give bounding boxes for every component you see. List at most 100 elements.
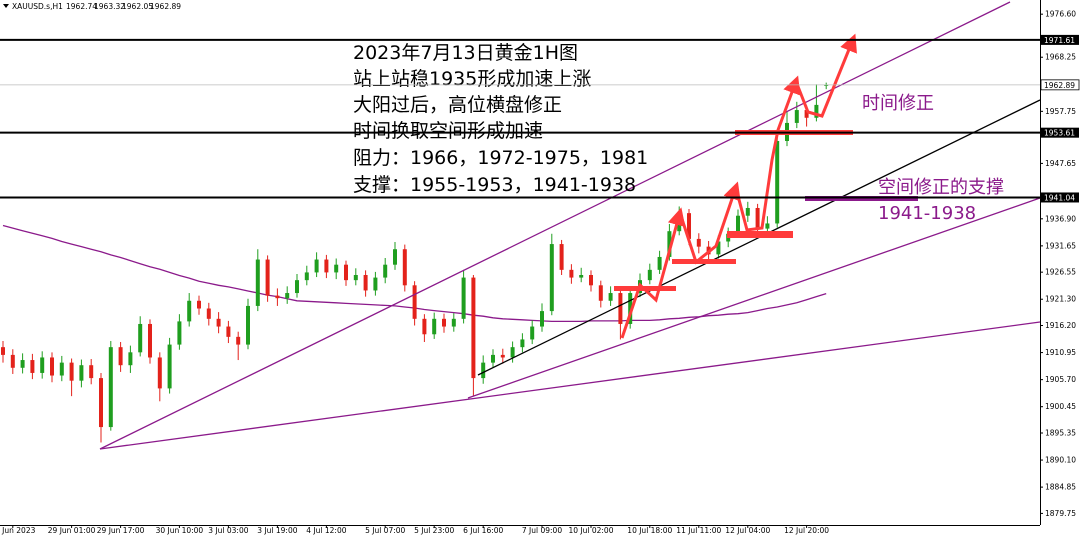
candle-body bbox=[40, 357, 45, 373]
candle-body bbox=[530, 326, 535, 340]
x-tick-label: 3 Jul 19:00 bbox=[257, 526, 297, 535]
y-tick-label: 1879.75 bbox=[1045, 509, 1076, 518]
x-tick-label: 4 Jul 12:00 bbox=[306, 526, 346, 535]
candle-body bbox=[667, 231, 672, 257]
trend-line bbox=[467, 197, 1041, 399]
candle-body bbox=[491, 354, 495, 363]
candle-body bbox=[814, 104, 819, 118]
note-line: 大阳过后，高位横盘修正 bbox=[353, 94, 562, 116]
level-box bbox=[1041, 127, 1079, 138]
candle-body bbox=[598, 285, 603, 301]
candle-body bbox=[275, 295, 280, 299]
candle-body bbox=[765, 223, 770, 229]
candle-body bbox=[216, 318, 221, 327]
trend-line bbox=[99, 1, 1011, 450]
candle-body bbox=[334, 264, 339, 273]
candle-body bbox=[255, 259, 260, 306]
candle-body bbox=[79, 365, 84, 381]
candle-body bbox=[157, 357, 162, 389]
candle-body bbox=[20, 360, 25, 368]
candle-body bbox=[197, 300, 201, 309]
candle-body bbox=[608, 293, 613, 301]
time-note: 时间修正 bbox=[862, 93, 934, 114]
candle-body bbox=[353, 275, 358, 281]
x-tick-label: 29 Jun 17:00 bbox=[97, 526, 145, 535]
candle-body bbox=[187, 300, 192, 322]
price-label: 1962.89 bbox=[1044, 81, 1075, 90]
y-tick-label: 1968.25 bbox=[1045, 53, 1076, 62]
x-tick-label: 30 Jun 10:00 bbox=[156, 526, 204, 535]
level-label: 1941.04 bbox=[1044, 193, 1075, 202]
y-tick-label: 1895.35 bbox=[1045, 428, 1076, 437]
x-tick-label: 11 Jul 11:00 bbox=[676, 526, 721, 535]
arrow bbox=[679, 181, 741, 265]
x-tick-label: 12 Jul 04:00 bbox=[725, 526, 770, 535]
zone-bar bbox=[727, 231, 793, 238]
trend-line bbox=[99, 321, 1041, 450]
candle-body bbox=[148, 323, 152, 358]
price-box bbox=[1040, 79, 1080, 91]
candle-body bbox=[804, 110, 809, 118]
note-line: 阻力：1966，1972-1975，1981 bbox=[353, 147, 648, 169]
support-note: 空间修正的支撑 bbox=[878, 177, 1004, 198]
candle-body bbox=[687, 213, 691, 239]
candle-body bbox=[402, 249, 407, 286]
x-tick-label: 5 Jul 23:00 bbox=[414, 526, 454, 535]
candle-body bbox=[549, 244, 554, 312]
candle-body bbox=[177, 321, 182, 345]
ohlc-high: 1963.32 bbox=[94, 2, 125, 11]
note-line: 时间换取空间形成加速 bbox=[353, 120, 543, 142]
candle-body bbox=[59, 362, 64, 376]
candle-body bbox=[69, 362, 74, 381]
candle-body bbox=[422, 318, 427, 335]
x-tick-label: 7 Jul 09:00 bbox=[522, 526, 562, 535]
candle-body bbox=[559, 244, 564, 270]
note-line: 支撑：1955-1953，1941-1938 bbox=[353, 174, 636, 196]
candle-body bbox=[304, 272, 309, 281]
x-tick-label: 12 Jul 20:00 bbox=[784, 526, 829, 535]
ohlc-low: 1962.05 bbox=[122, 2, 153, 11]
candle-body bbox=[579, 275, 584, 278]
menu-triangle bbox=[3, 4, 9, 8]
candle-body bbox=[393, 249, 397, 265]
candle-body bbox=[236, 336, 241, 345]
candle-body bbox=[246, 305, 250, 345]
candle-body bbox=[442, 318, 446, 327]
candle-body bbox=[589, 275, 593, 286]
y-tick-label: 1890.10 bbox=[1045, 456, 1076, 465]
arrow bbox=[795, 33, 857, 118]
x-tick-label: 10 Jul 18:00 bbox=[627, 526, 672, 535]
x-tick-label: 29 Jun 01:00 bbox=[48, 526, 96, 535]
zone-bar bbox=[672, 259, 736, 264]
candle-body bbox=[647, 269, 652, 281]
candle-body bbox=[30, 360, 35, 373]
candle-body bbox=[520, 339, 525, 348]
candle-body bbox=[657, 256, 662, 270]
x-tick-label: 3 Jul 03:00 bbox=[208, 526, 248, 535]
candle-body bbox=[618, 293, 623, 324]
candle-body bbox=[569, 269, 574, 278]
candle-body bbox=[108, 347, 113, 428]
candle-body bbox=[226, 326, 231, 337]
arrow bbox=[735, 75, 801, 232]
candle-body bbox=[824, 84, 829, 86]
candle-body bbox=[500, 354, 505, 358]
ohlc-open: 1962.74 bbox=[66, 2, 97, 11]
level-box bbox=[1041, 192, 1079, 203]
y-tick-label: 1921.30 bbox=[1045, 295, 1076, 304]
y-tick-label: 1926.55 bbox=[1045, 268, 1076, 277]
y-tick-label: 1976.60 bbox=[1045, 10, 1076, 19]
y-tick-label: 1916.20 bbox=[1045, 321, 1076, 330]
candle-body bbox=[99, 378, 103, 428]
candle-body bbox=[128, 352, 133, 366]
candle-body bbox=[432, 318, 437, 335]
candle-body bbox=[628, 293, 633, 324]
candle-body bbox=[138, 323, 143, 353]
candle-body bbox=[10, 354, 15, 368]
x-tick-label: 28 Jun 2023 bbox=[0, 526, 36, 535]
y-tick-label: 1947.65 bbox=[1045, 159, 1076, 168]
y-tick-label: 1884.85 bbox=[1045, 483, 1076, 492]
candle-body bbox=[716, 241, 721, 255]
